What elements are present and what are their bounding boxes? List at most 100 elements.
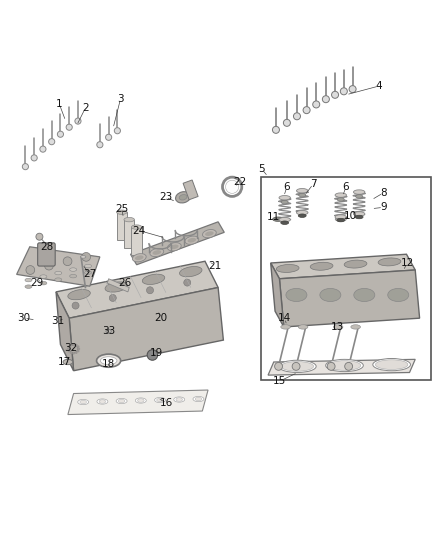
Circle shape (26, 265, 35, 274)
Text: 12: 12 (401, 258, 414, 268)
Text: 25: 25 (115, 204, 128, 214)
Text: 32: 32 (64, 343, 78, 352)
Bar (124, 220, 134, 248)
Polygon shape (271, 263, 284, 327)
Ellipse shape (25, 278, 32, 282)
Text: 7: 7 (310, 179, 317, 189)
Circle shape (70, 344, 72, 346)
Ellipse shape (297, 211, 308, 215)
Text: 28: 28 (41, 242, 54, 252)
Text: 22: 22 (233, 177, 247, 188)
Circle shape (146, 287, 153, 294)
Circle shape (66, 124, 72, 130)
Circle shape (57, 131, 64, 138)
Ellipse shape (118, 399, 125, 403)
Text: 17: 17 (58, 357, 71, 367)
Circle shape (68, 350, 71, 352)
Ellipse shape (105, 282, 127, 292)
Text: 18: 18 (102, 359, 115, 369)
Text: 14: 14 (278, 313, 291, 323)
Ellipse shape (195, 397, 202, 401)
Circle shape (283, 119, 290, 126)
Text: 16: 16 (160, 398, 173, 408)
Ellipse shape (325, 359, 363, 372)
Bar (261, 177, 431, 381)
Text: 10: 10 (344, 211, 357, 221)
Circle shape (72, 302, 79, 309)
Ellipse shape (356, 195, 363, 198)
Ellipse shape (131, 225, 142, 229)
Ellipse shape (281, 361, 314, 371)
Ellipse shape (179, 195, 187, 200)
Polygon shape (69, 287, 223, 371)
Ellipse shape (117, 210, 127, 214)
Text: 4: 4 (375, 81, 382, 91)
Ellipse shape (279, 360, 316, 373)
Circle shape (63, 257, 72, 265)
Ellipse shape (281, 221, 289, 224)
Ellipse shape (272, 217, 284, 221)
Circle shape (49, 139, 55, 145)
Polygon shape (279, 270, 420, 327)
Bar (117, 212, 127, 240)
Bar (183, 180, 198, 200)
Polygon shape (268, 359, 415, 375)
Ellipse shape (328, 361, 360, 370)
Ellipse shape (310, 262, 333, 270)
Ellipse shape (187, 238, 196, 243)
Ellipse shape (85, 271, 92, 274)
Text: 13: 13 (331, 322, 344, 332)
Ellipse shape (170, 245, 179, 249)
Circle shape (313, 101, 320, 108)
Ellipse shape (286, 288, 307, 302)
Circle shape (75, 351, 78, 354)
Ellipse shape (116, 398, 127, 403)
Circle shape (45, 261, 53, 270)
Ellipse shape (96, 354, 120, 367)
Ellipse shape (337, 198, 344, 201)
Ellipse shape (193, 397, 204, 402)
Circle shape (72, 343, 75, 346)
Ellipse shape (353, 190, 365, 194)
Circle shape (77, 350, 79, 352)
Bar (131, 227, 142, 255)
Ellipse shape (150, 248, 164, 256)
Text: 11: 11 (267, 213, 280, 222)
Text: 19: 19 (150, 348, 163, 358)
Circle shape (327, 362, 335, 370)
Ellipse shape (70, 274, 77, 278)
Circle shape (345, 362, 353, 370)
Circle shape (70, 351, 72, 354)
Ellipse shape (185, 236, 199, 244)
FancyBboxPatch shape (38, 243, 55, 266)
Ellipse shape (55, 271, 62, 275)
Ellipse shape (320, 288, 341, 302)
Ellipse shape (155, 398, 166, 402)
Circle shape (36, 233, 43, 240)
Ellipse shape (100, 357, 117, 365)
Ellipse shape (78, 399, 88, 405)
Polygon shape (107, 279, 129, 292)
Ellipse shape (344, 260, 367, 268)
Ellipse shape (138, 399, 144, 402)
Circle shape (226, 180, 239, 193)
Ellipse shape (135, 255, 144, 260)
Circle shape (78, 348, 80, 350)
Ellipse shape (297, 189, 308, 193)
Ellipse shape (69, 345, 78, 353)
Ellipse shape (135, 398, 146, 403)
Text: 24: 24 (133, 225, 146, 236)
Circle shape (77, 345, 79, 348)
Text: 3: 3 (117, 94, 124, 104)
Ellipse shape (336, 217, 346, 221)
Ellipse shape (106, 329, 111, 333)
Ellipse shape (63, 359, 73, 365)
Ellipse shape (335, 193, 346, 197)
Ellipse shape (80, 400, 86, 404)
Text: 23: 23 (159, 192, 172, 203)
Ellipse shape (353, 212, 365, 216)
Ellipse shape (55, 278, 62, 281)
Text: 6: 6 (343, 182, 350, 192)
Ellipse shape (373, 359, 410, 371)
Ellipse shape (142, 274, 165, 285)
